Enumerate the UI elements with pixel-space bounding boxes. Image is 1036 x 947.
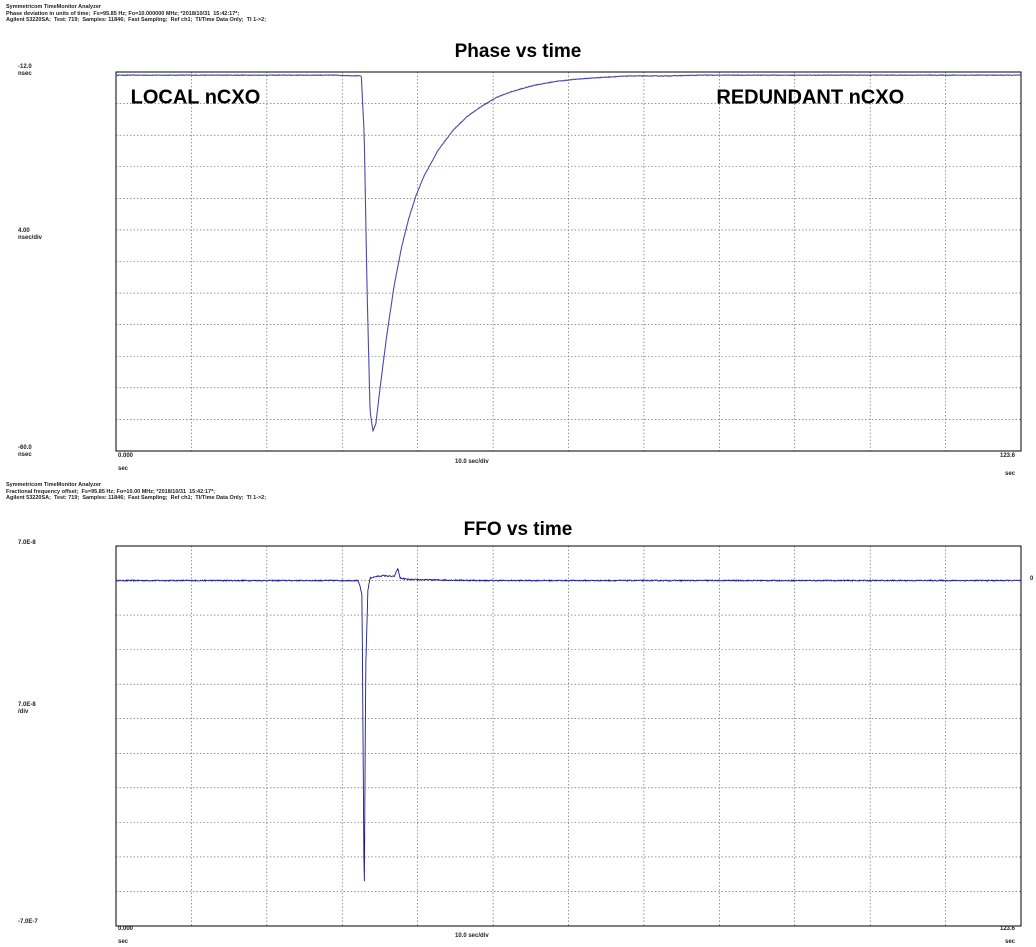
- phase-plot-frame: [115, 71, 1022, 452]
- ffo-header-line-2: Fractional frequency offset; Fs=95.85 Hz…: [6, 488, 216, 495]
- phase-grid: [116, 72, 1021, 451]
- ffo-chart-title: FFO vs time: [463, 519, 573, 540]
- phase-x-right-unit: sec: [1005, 471, 1016, 477]
- ffo-grid: [116, 546, 1021, 926]
- ffo-x-left-unit: sec: [118, 939, 129, 945]
- phase-y-scale-unit: nsec/div: [18, 235, 43, 241]
- ffo-y-top-label: 7.0E-8: [18, 540, 36, 546]
- ffo-y-bottom-label: -7.0E-7: [18, 919, 38, 925]
- ffo-x-scale-label: 10.0 sec/div: [455, 933, 489, 939]
- phase-x-left-unit: sec: [118, 466, 129, 472]
- ffo-x-left-label: 0.000: [118, 926, 134, 932]
- phase-header-line-3: Agilent 53220SA; Test: 719; Samples: 118…: [6, 17, 267, 23]
- ffo-y-right-label: 0: [1030, 576, 1034, 582]
- ffo-header-line-3: Agilent 53220SA; Test: 719; Samples: 118…: [6, 495, 267, 501]
- phase-x-left-label: 0.000: [118, 453, 134, 459]
- annotation-local-ncxo: LOCAL nCXO: [131, 87, 261, 109]
- phase-y-top-unit: nsec: [18, 71, 32, 77]
- annotation-redundant-ncxo: REDUNDANT nCXO: [716, 87, 904, 109]
- ffo-x-right-unit: sec: [1005, 939, 1016, 945]
- ffo-y-scale-unit: /div: [18, 709, 29, 715]
- ffo-plot-frame: [115, 545, 1022, 927]
- phase-header-line-1: Symmetricom TimeMonitor Analyzer: [6, 4, 102, 10]
- ffo-y-scale-label: 7.0E-8: [18, 702, 36, 708]
- phase-y-bottom-unit: nsec: [18, 452, 32, 458]
- ffo-header-line-1: Symmetricom TimeMonitor Analyzer: [6, 482, 102, 488]
- phase-header-line-2: Phase deviation in units of time; Fs=95.…: [6, 10, 240, 17]
- phase-x-right-label: 123.6: [1000, 453, 1016, 459]
- phase-y-top-label: -12.0: [18, 64, 32, 70]
- phase-chart-title: Phase vs time: [454, 41, 582, 62]
- ffo-series-line: [115, 568, 1022, 882]
- phase-series-line: [115, 74, 1022, 432]
- phase-y-bottom-label: -60.0: [18, 445, 32, 451]
- ffo-x-right-label: 123.6: [1000, 926, 1016, 932]
- phase-y-scale-label: 4.00: [18, 228, 30, 234]
- phase-x-scale-label: 10.0 sec/div: [455, 459, 489, 465]
